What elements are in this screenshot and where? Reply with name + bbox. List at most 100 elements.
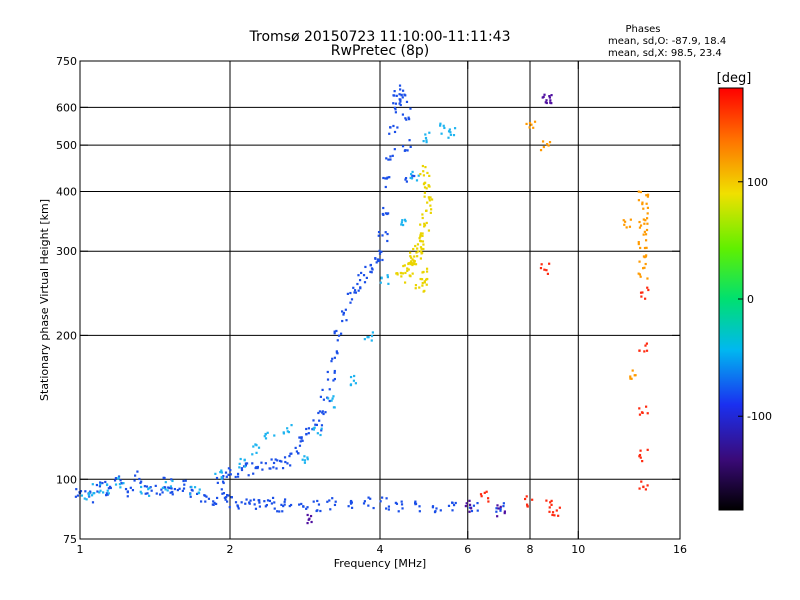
data-point-mark: [379, 281, 382, 284]
data-point-mark: [435, 507, 438, 510]
data-point-mark: [370, 267, 374, 270]
data-point-mark: [333, 332, 336, 335]
data-point-mark: [496, 504, 499, 507]
data-point-mark: [349, 375, 353, 379]
data-point-mark: [423, 191, 427, 194]
data-point-mark: [150, 489, 153, 492]
data-point-mark: [381, 496, 384, 499]
data-point-mark: [453, 127, 457, 130]
data-point-mark: [264, 462, 267, 465]
data-point-mark: [229, 473, 232, 476]
data-point-mark: [644, 239, 648, 242]
data-point-mark: [425, 221, 428, 225]
data-point-mark: [447, 130, 451, 133]
data-point-mark: [400, 223, 403, 226]
data-point-mark: [98, 485, 102, 488]
data-point-mark: [170, 478, 173, 481]
data-point-mark: [558, 506, 561, 509]
data-point: [161, 479, 174, 492]
data-point-mark: [424, 181, 427, 184]
data-point-mark: [74, 495, 77, 498]
data-point-mark: [215, 476, 219, 480]
data-point-mark: [443, 126, 446, 130]
data-point: [326, 369, 336, 382]
data-point-mark: [414, 263, 418, 266]
data-point-mark: [646, 193, 650, 196]
data-point-mark: [400, 221, 403, 224]
data-point-mark: [424, 209, 428, 212]
data-point-mark: [349, 291, 352, 295]
data-point-mark: [302, 505, 305, 508]
data-point-mark: [548, 262, 551, 265]
data-point-mark: [429, 211, 432, 214]
data-point-mark: [92, 492, 95, 495]
data-point: [419, 267, 429, 281]
data-point: [333, 329, 343, 342]
data-point-mark: [178, 487, 181, 490]
data-point: [638, 448, 649, 463]
data-point-mark: [496, 515, 499, 518]
data-point: [238, 457, 247, 469]
data-point-mark: [164, 486, 167, 489]
data-point-mark: [288, 454, 291, 458]
data-point-mark: [353, 289, 357, 292]
data-point-mark: [256, 465, 259, 469]
data-point: [638, 217, 649, 225]
stats-o-line: mean, sd,O: -87.9, 18.4: [608, 36, 726, 47]
data-point: [412, 247, 424, 260]
data-point-mark: [182, 487, 186, 490]
data-point-mark: [641, 460, 644, 463]
data-point-mark: [236, 505, 240, 508]
data-point-mark: [335, 329, 338, 333]
data-point-mark: [420, 278, 424, 281]
data-point-mark: [244, 464, 248, 467]
data-point-mark: [278, 510, 281, 513]
data-point: [409, 251, 416, 265]
data-point-mark: [400, 500, 403, 503]
data-point-mark: [300, 437, 303, 440]
data-point-mark: [399, 88, 402, 91]
data-point-mark: [245, 462, 249, 465]
data-point: [420, 278, 428, 286]
data-point-mark: [158, 493, 162, 496]
data-point-mark: [117, 476, 120, 479]
data-point: [90, 483, 102, 497]
data-point-mark: [270, 458, 273, 461]
data-point-mark: [387, 505, 391, 508]
data-point-mark: [419, 223, 422, 226]
data-point: [143, 485, 153, 495]
data-point-mark: [288, 504, 291, 508]
data-point-mark: [411, 272, 414, 275]
data-point-mark: [198, 488, 201, 491]
data-point-mark: [645, 194, 648, 197]
data-point-mark: [283, 503, 286, 506]
data-point-mark: [411, 263, 414, 267]
data-point-mark: [298, 503, 301, 506]
data-point-mark: [290, 424, 293, 427]
data-point-mark: [394, 108, 397, 111]
x-tick-label: 16: [673, 543, 687, 556]
data-point-mark: [382, 206, 385, 210]
data-point-mark: [219, 471, 222, 474]
data-point-mark: [476, 509, 479, 512]
data-point-mark: [428, 197, 431, 200]
data-point-mark: [447, 136, 450, 139]
data-point: [542, 93, 553, 105]
data-point-mark: [183, 483, 186, 486]
data-point-mark: [409, 251, 412, 254]
data-point-mark: [215, 502, 218, 506]
x-tick-label: 1: [77, 543, 84, 556]
data-point-mark: [273, 507, 276, 510]
data-point: [414, 500, 421, 513]
data-point: [392, 100, 402, 114]
data-point-mark: [104, 480, 107, 484]
data-point-mark: [316, 499, 319, 503]
data-point-mark: [548, 95, 551, 98]
data-point-mark: [393, 130, 397, 134]
data-point-mark: [638, 226, 642, 229]
x-axis-label: Frequency [MHz]: [334, 557, 426, 570]
data-point-mark: [423, 224, 427, 227]
data-point-mark: [222, 492, 226, 495]
data-point-mark: [422, 270, 425, 274]
data-point-mark: [224, 498, 227, 501]
